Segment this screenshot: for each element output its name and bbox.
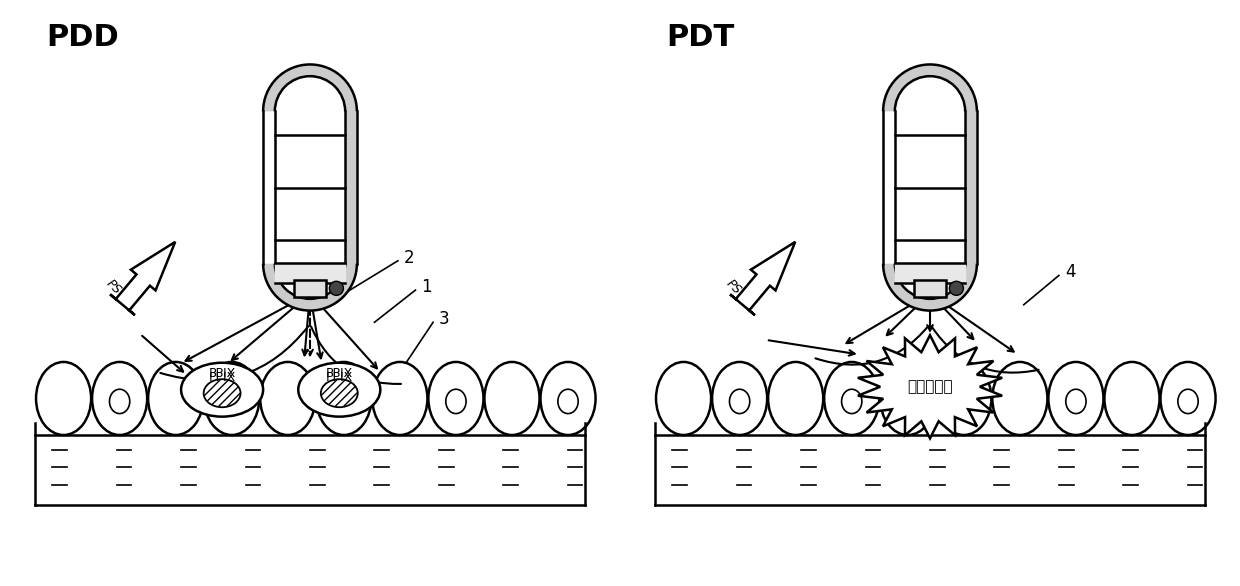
Ellipse shape <box>36 362 91 435</box>
Text: PS: PS <box>104 277 124 297</box>
Text: 3: 3 <box>439 311 450 328</box>
Polygon shape <box>110 242 175 315</box>
Wedge shape <box>263 264 357 311</box>
Ellipse shape <box>299 363 381 417</box>
Text: PPIX: PPIX <box>208 367 236 380</box>
Wedge shape <box>263 64 357 111</box>
Text: PDD: PDD <box>46 23 119 52</box>
Ellipse shape <box>729 389 750 414</box>
Ellipse shape <box>1178 389 1198 414</box>
Ellipse shape <box>260 362 315 435</box>
Ellipse shape <box>485 362 539 435</box>
Polygon shape <box>263 64 357 311</box>
Ellipse shape <box>321 379 358 407</box>
Ellipse shape <box>372 362 428 435</box>
Ellipse shape <box>92 362 148 435</box>
Ellipse shape <box>768 362 823 435</box>
Text: 癌细胞死亡: 癌细胞死亡 <box>908 379 952 394</box>
Text: PPIX: PPIX <box>208 372 236 384</box>
Ellipse shape <box>181 363 263 417</box>
Ellipse shape <box>825 362 879 435</box>
Ellipse shape <box>428 362 484 435</box>
Ellipse shape <box>992 362 1048 435</box>
Text: 1: 1 <box>422 278 432 296</box>
Ellipse shape <box>712 362 768 435</box>
Ellipse shape <box>541 362 595 435</box>
Polygon shape <box>730 242 795 315</box>
Text: 4: 4 <box>1065 264 1075 281</box>
Ellipse shape <box>316 362 371 435</box>
Polygon shape <box>883 64 977 311</box>
Polygon shape <box>858 335 1002 438</box>
Circle shape <box>330 281 343 295</box>
Text: 2: 2 <box>404 249 414 267</box>
Ellipse shape <box>1105 362 1159 435</box>
Ellipse shape <box>148 362 203 435</box>
Ellipse shape <box>936 362 991 435</box>
Ellipse shape <box>558 389 578 414</box>
Bar <box>294 280 326 297</box>
Ellipse shape <box>222 389 242 414</box>
Ellipse shape <box>1065 389 1086 414</box>
Bar <box>883 111 977 264</box>
Wedge shape <box>883 264 977 311</box>
Ellipse shape <box>109 389 130 414</box>
Text: PS: PS <box>724 277 744 297</box>
Ellipse shape <box>1048 362 1104 435</box>
Ellipse shape <box>954 389 973 414</box>
Ellipse shape <box>445 389 466 414</box>
Ellipse shape <box>205 362 259 435</box>
Circle shape <box>950 281 963 295</box>
Text: PDT: PDT <box>666 23 734 52</box>
Ellipse shape <box>842 389 862 414</box>
Ellipse shape <box>880 362 935 435</box>
Ellipse shape <box>1161 362 1215 435</box>
Bar <box>914 280 946 297</box>
Text: PPIX: PPIX <box>326 372 353 384</box>
Ellipse shape <box>656 362 711 435</box>
Wedge shape <box>883 64 977 111</box>
Text: PPIX: PPIX <box>326 367 353 380</box>
Ellipse shape <box>203 379 241 407</box>
Bar <box>263 111 357 264</box>
Ellipse shape <box>334 389 353 414</box>
